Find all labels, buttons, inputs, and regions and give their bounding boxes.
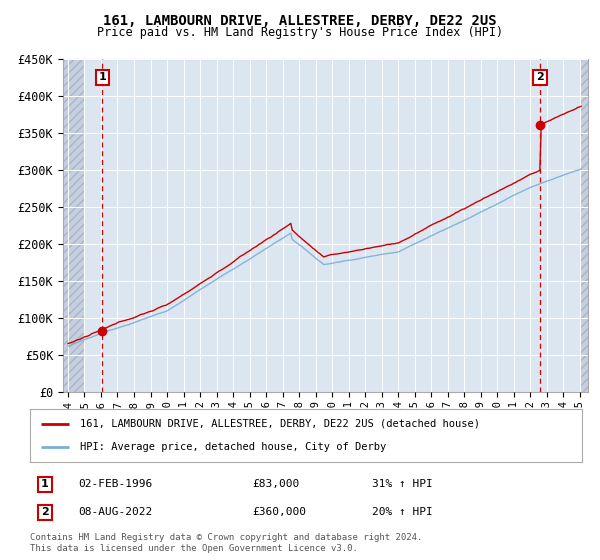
Text: 161, LAMBOURN DRIVE, ALLESTREE, DERBY, DE22 2US (detached house): 161, LAMBOURN DRIVE, ALLESTREE, DERBY, D…	[80, 419, 479, 429]
Text: 20% ↑ HPI: 20% ↑ HPI	[372, 507, 433, 517]
Text: 02-FEB-1996: 02-FEB-1996	[78, 479, 152, 489]
Text: Price paid vs. HM Land Registry's House Price Index (HPI): Price paid vs. HM Land Registry's House …	[97, 26, 503, 39]
Text: 2: 2	[41, 507, 49, 517]
Text: 08-AUG-2022: 08-AUG-2022	[78, 507, 152, 517]
Bar	[63, 59, 85, 392]
Text: £360,000: £360,000	[252, 507, 306, 517]
Text: 1: 1	[98, 72, 106, 82]
Text: £83,000: £83,000	[252, 479, 299, 489]
Text: 31% ↑ HPI: 31% ↑ HPI	[372, 479, 433, 489]
Text: HPI: Average price, detached house, City of Derby: HPI: Average price, detached house, City…	[80, 442, 386, 452]
Bar	[580, 59, 588, 392]
Text: Contains HM Land Registry data © Crown copyright and database right 2024.
This d: Contains HM Land Registry data © Crown c…	[30, 534, 422, 553]
Text: 2: 2	[536, 72, 544, 82]
Text: 1: 1	[41, 479, 49, 489]
Text: 161, LAMBOURN DRIVE, ALLESTREE, DERBY, DE22 2US: 161, LAMBOURN DRIVE, ALLESTREE, DERBY, D…	[103, 14, 497, 28]
